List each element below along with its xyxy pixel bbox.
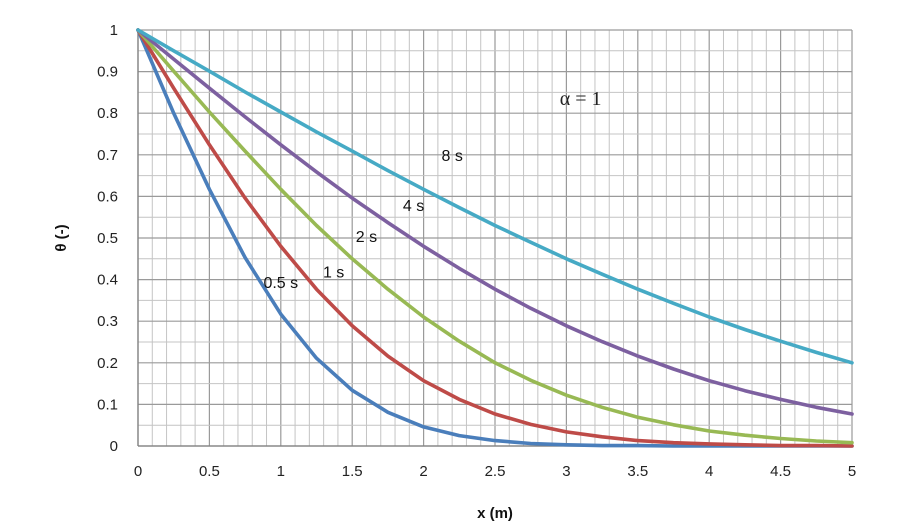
x-tick-label: 1 (277, 463, 285, 480)
y-tick-label: 0.4 (97, 272, 118, 289)
curve-label: 2 s (356, 229, 377, 246)
y-tick-label: 0.2 (97, 355, 118, 372)
curve-label: 0.5 s (263, 275, 298, 292)
series-line-4s (136, 28, 854, 416)
x-tick-label: 1.5 (342, 463, 363, 480)
x-tick-label: 4 (705, 463, 713, 480)
curve-label: 1 s (323, 265, 344, 282)
curve-label: 4 s (403, 198, 424, 215)
y-tick-label: 0.6 (97, 188, 118, 205)
x-tick-label: 3.5 (627, 463, 648, 480)
x-tick-label: 5 (848, 463, 856, 480)
x-tick-label: 0 (134, 463, 142, 480)
x-tick-label: 2.5 (485, 463, 506, 480)
y-tick-label: 0.9 (97, 64, 118, 81)
y-tick-label: 0.3 (97, 313, 118, 330)
y-tick-label: 1 (110, 22, 118, 39)
curve-labels: 0.5 s 1 s 2 s 4 s 8 s (263, 148, 462, 292)
series-group (136, 28, 854, 448)
tick-labels: 0 0.5 1 1.5 2 2.5 3 3.5 4 4.5 5 0 0.1 0.2 0.3 0.4 0.5 0.6… (97, 22, 856, 480)
y-tick-label: 0 (110, 438, 118, 455)
y-tick-label: 0.8 (97, 105, 118, 122)
x-tick-label: 0.5 (199, 463, 220, 480)
grid (137, 29, 853, 447)
x-tick-label: 4.5 (770, 463, 791, 480)
x-tick-label: 2 (419, 463, 427, 480)
y-tick-label: 0.5 (97, 230, 118, 247)
y-tick-label: 0.1 (97, 396, 118, 413)
series-line-8s (136, 28, 854, 365)
alpha-annotation: α = 1 (560, 88, 602, 110)
series-line-1s (136, 28, 854, 448)
y-axis-label: θ (-) (53, 224, 70, 251)
curve-label: 8 s (441, 148, 462, 165)
y-tick-label: 0.7 (97, 147, 118, 164)
x-tick-label: 3 (562, 463, 570, 480)
series-line-2s (136, 28, 854, 445)
x-axis-label: x (m) (477, 505, 513, 522)
